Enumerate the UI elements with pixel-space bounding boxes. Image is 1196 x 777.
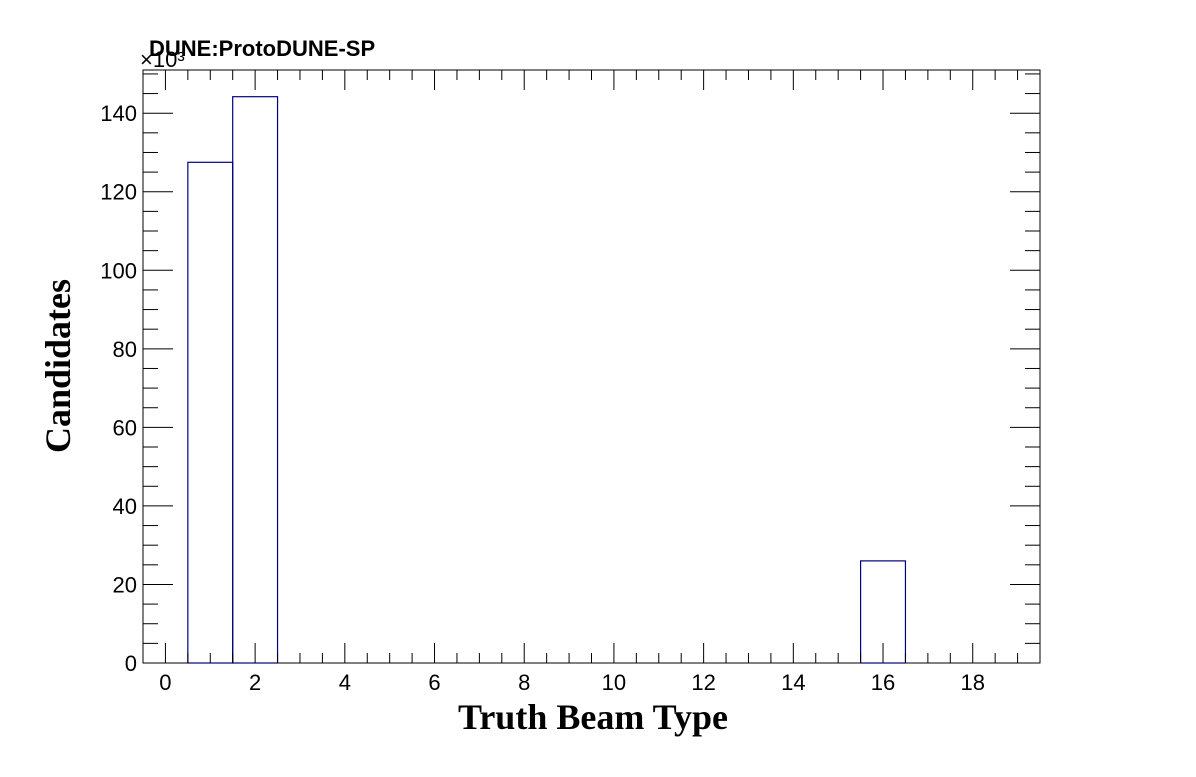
x-tick-label: 6: [428, 670, 440, 695]
x-tick-label: 2: [249, 670, 261, 695]
y-tick-label: 80: [113, 337, 137, 362]
plot-title: DUNE:ProtoDUNE-SP: [149, 36, 375, 61]
x-tick-label: 16: [871, 670, 895, 695]
y-tick-label: 0: [125, 651, 137, 676]
x-tick-label: 10: [602, 670, 626, 695]
y-multiplier-label: ×10³: [140, 47, 185, 72]
x-tick-label: 12: [691, 670, 715, 695]
y-tick-label: 120: [100, 180, 137, 205]
x-tick-label: 4: [339, 670, 351, 695]
histogram-bar-1: [187, 161, 234, 664]
x-tick-label: 0: [159, 670, 171, 695]
x-axis-title: Truth Beam Type: [458, 697, 728, 737]
y-tick-label: 140: [100, 101, 137, 126]
histogram-bar-2: [232, 96, 279, 664]
y-tick-label: 20: [113, 572, 137, 597]
x-tick-label: 8: [518, 670, 530, 695]
y-tick-label: 60: [113, 415, 137, 440]
y-tick-label: 100: [100, 258, 137, 283]
y-axis-title: Candidates: [38, 279, 78, 453]
y-tick-label: 40: [113, 494, 137, 519]
x-tick-label: 18: [960, 670, 984, 695]
x-tick-label: 14: [781, 670, 805, 695]
